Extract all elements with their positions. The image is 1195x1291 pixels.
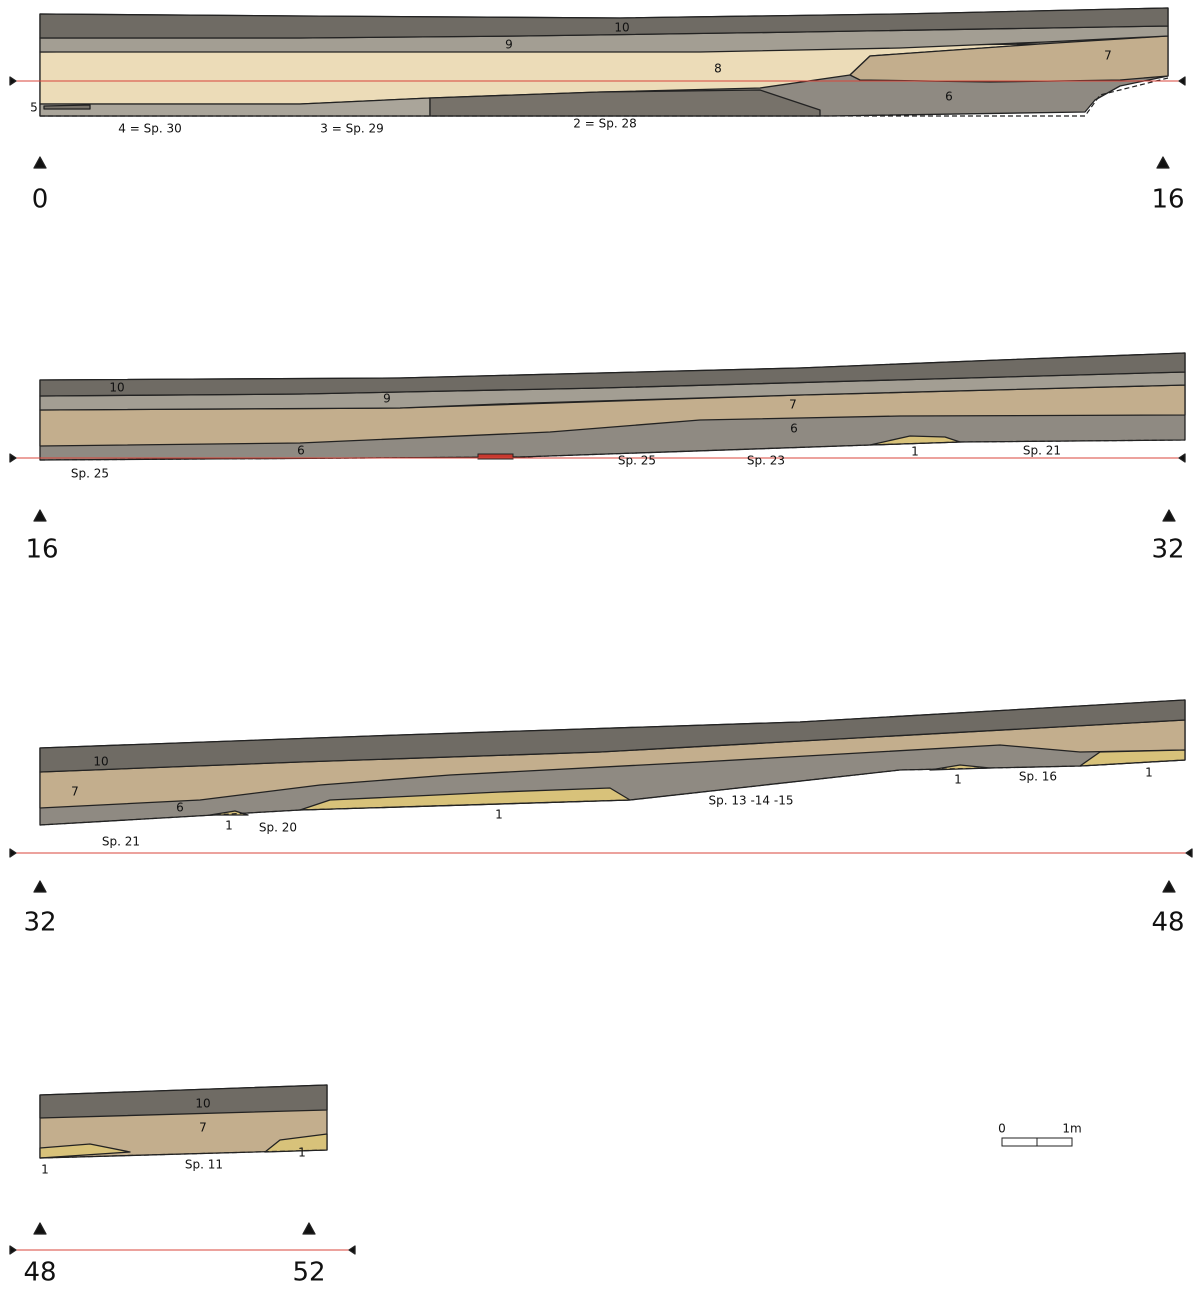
- layer: [264, 1133, 328, 1153]
- label: Sp. 25: [618, 454, 656, 468]
- layer: [39, 352, 1186, 397]
- station-marker: [9, 76, 17, 86]
- label: 1: [41, 1163, 49, 1177]
- label: 3 = Sp. 29: [320, 122, 383, 136]
- label: 1: [911, 445, 919, 459]
- station-label: 32: [23, 908, 56, 938]
- station-marker: [33, 880, 47, 893]
- layer: [39, 699, 1186, 773]
- label: 6: [790, 422, 798, 436]
- label: 1: [298, 1146, 306, 1160]
- station-marker: [33, 509, 47, 522]
- label: 6: [945, 90, 953, 104]
- label: 10: [109, 381, 124, 395]
- label: Sp. 20: [259, 821, 297, 835]
- label: 1: [954, 773, 962, 787]
- station-label: 16: [1151, 185, 1184, 215]
- label: 1m: [1062, 1122, 1081, 1136]
- scale-bar: 0 1m: [998, 1122, 1082, 1147]
- section: 10 9 8 7 6 5 4 = Sp. 30 3 = Sp. 29 2 = S…: [9, 7, 1186, 215]
- label: Sp. 11: [185, 1158, 223, 1172]
- label: 4 = Sp. 30: [118, 122, 181, 136]
- label: 8: [714, 62, 722, 76]
- label: Sp. 21: [1023, 444, 1061, 458]
- label: 6: [176, 801, 184, 815]
- label: 1: [1145, 766, 1153, 780]
- label: 1: [225, 819, 233, 833]
- label: 10: [195, 1097, 210, 1111]
- layer: [39, 1143, 131, 1159]
- label: Sp. 21: [102, 835, 140, 849]
- boundary: [39, 759, 1186, 826]
- boundary: [40, 77, 1169, 117]
- station-marker: [1162, 880, 1176, 893]
- station-marker: [33, 156, 47, 169]
- station-label: 48: [23, 1258, 56, 1288]
- station-marker: [1178, 76, 1186, 86]
- station-marker: [348, 1245, 356, 1255]
- label: 6: [297, 444, 305, 458]
- bar: [1001, 1137, 1038, 1147]
- label: 10: [614, 21, 629, 35]
- label: Sp. 16: [1019, 770, 1057, 784]
- station-marker: [9, 1245, 17, 1255]
- bar: [477, 453, 514, 460]
- layer: [299, 787, 631, 811]
- station-label: 52: [292, 1258, 325, 1288]
- station-marker: [1185, 848, 1193, 858]
- label: 10: [93, 755, 108, 769]
- label: 1: [495, 808, 503, 822]
- station-marker: [302, 1222, 316, 1235]
- station-marker: [1162, 509, 1176, 522]
- station-marker: [1156, 156, 1170, 169]
- station-label: 0: [32, 185, 49, 215]
- label: Sp. 23: [747, 454, 785, 468]
- station-marker: [9, 453, 17, 463]
- label: 0: [998, 1122, 1006, 1136]
- station-label: 32: [1151, 535, 1184, 565]
- layer: [43, 104, 91, 110]
- layer: [39, 1084, 328, 1119]
- layer: [39, 7, 1169, 39]
- section: 10 7 1 1 Sp. 11 48 52: [9, 1084, 356, 1288]
- station-marker: [1178, 453, 1186, 463]
- label: 7: [789, 398, 797, 412]
- label: 9: [505, 38, 513, 52]
- label: 7: [1104, 49, 1112, 63]
- label: 7: [199, 1121, 207, 1135]
- layer: [429, 89, 821, 117]
- label: 2 = Sp. 28: [573, 117, 636, 131]
- section: 10 9 7 6 6 1 Sp. 25 Sp. 25 Sp. 23 Sp. 21…: [9, 352, 1186, 565]
- label: 9: [383, 392, 391, 406]
- station-marker: [9, 848, 17, 858]
- station-label: 48: [1151, 908, 1184, 938]
- label: Sp. 13 -14 -15: [709, 794, 794, 808]
- station-label: 16: [25, 535, 58, 565]
- label: 7: [71, 785, 79, 799]
- section: 10 7 6 1 1 1 1 Sp. 21 Sp. 20 Sp. 13 -14 …: [9, 699, 1193, 938]
- station-marker: [33, 1222, 47, 1235]
- label: 5: [30, 101, 38, 115]
- bar: [1036, 1137, 1073, 1147]
- label: Sp. 25: [71, 467, 109, 481]
